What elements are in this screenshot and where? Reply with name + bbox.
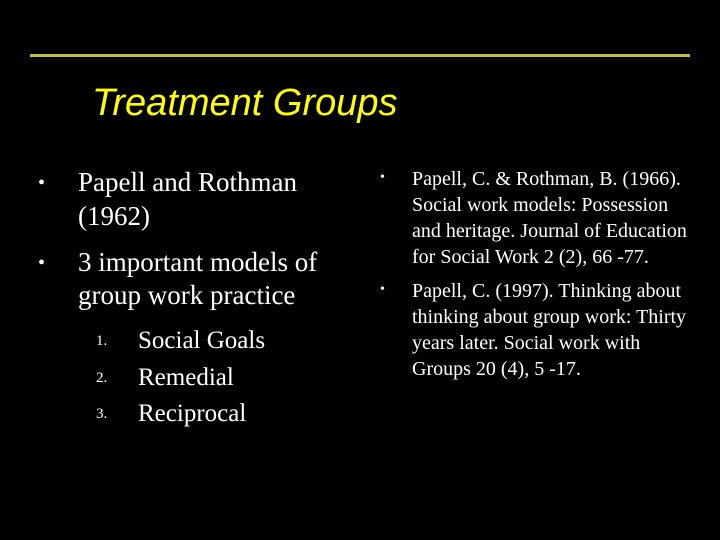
divider-line xyxy=(30,54,690,57)
numbered-item: 2. Remedial xyxy=(96,362,370,395)
numbered-item: 3. Reciprocal xyxy=(96,398,370,431)
numbered-text: Reciprocal xyxy=(138,398,246,431)
bullet-marker-icon: • xyxy=(380,278,412,382)
bullet-item: • 3 important models of group work pract… xyxy=(38,246,370,314)
bullet-text: 3 important models of group work practic… xyxy=(78,246,370,314)
bullet-item: • Papell, C. (1997). Thinking about thin… xyxy=(380,278,690,382)
slide-title: Treatment Groups xyxy=(92,82,398,125)
number-marker: 3. xyxy=(96,398,138,431)
bullet-item: • Papell and Rothman (1962) xyxy=(38,166,370,234)
bullet-marker-icon: • xyxy=(38,166,78,234)
content-area: • Papell and Rothman (1962) • 3 importan… xyxy=(0,166,720,435)
number-marker: 1. xyxy=(96,325,138,358)
reference-text: Papell, C. & Rothman, B. (1966). Social … xyxy=(412,166,690,270)
bullet-item: • Papell, C. & Rothman, B. (1966). Socia… xyxy=(380,166,690,270)
bullet-marker-icon: • xyxy=(38,246,78,314)
bullet-text: Papell and Rothman (1962) xyxy=(78,166,370,234)
right-column: • Papell, C. & Rothman, B. (1966). Socia… xyxy=(370,166,720,435)
number-marker: 2. xyxy=(96,362,138,395)
numbered-item: 1. Social Goals xyxy=(96,325,370,358)
numbered-text: Social Goals xyxy=(138,325,265,358)
numbered-list: 1. Social Goals 2. Remedial 3. Reciproca… xyxy=(38,325,370,431)
reference-text: Papell, C. (1997). Thinking about thinki… xyxy=(412,278,690,382)
bullet-marker-icon: • xyxy=(380,166,412,270)
left-column: • Papell and Rothman (1962) • 3 importan… xyxy=(0,166,370,435)
numbered-text: Remedial xyxy=(138,362,234,395)
